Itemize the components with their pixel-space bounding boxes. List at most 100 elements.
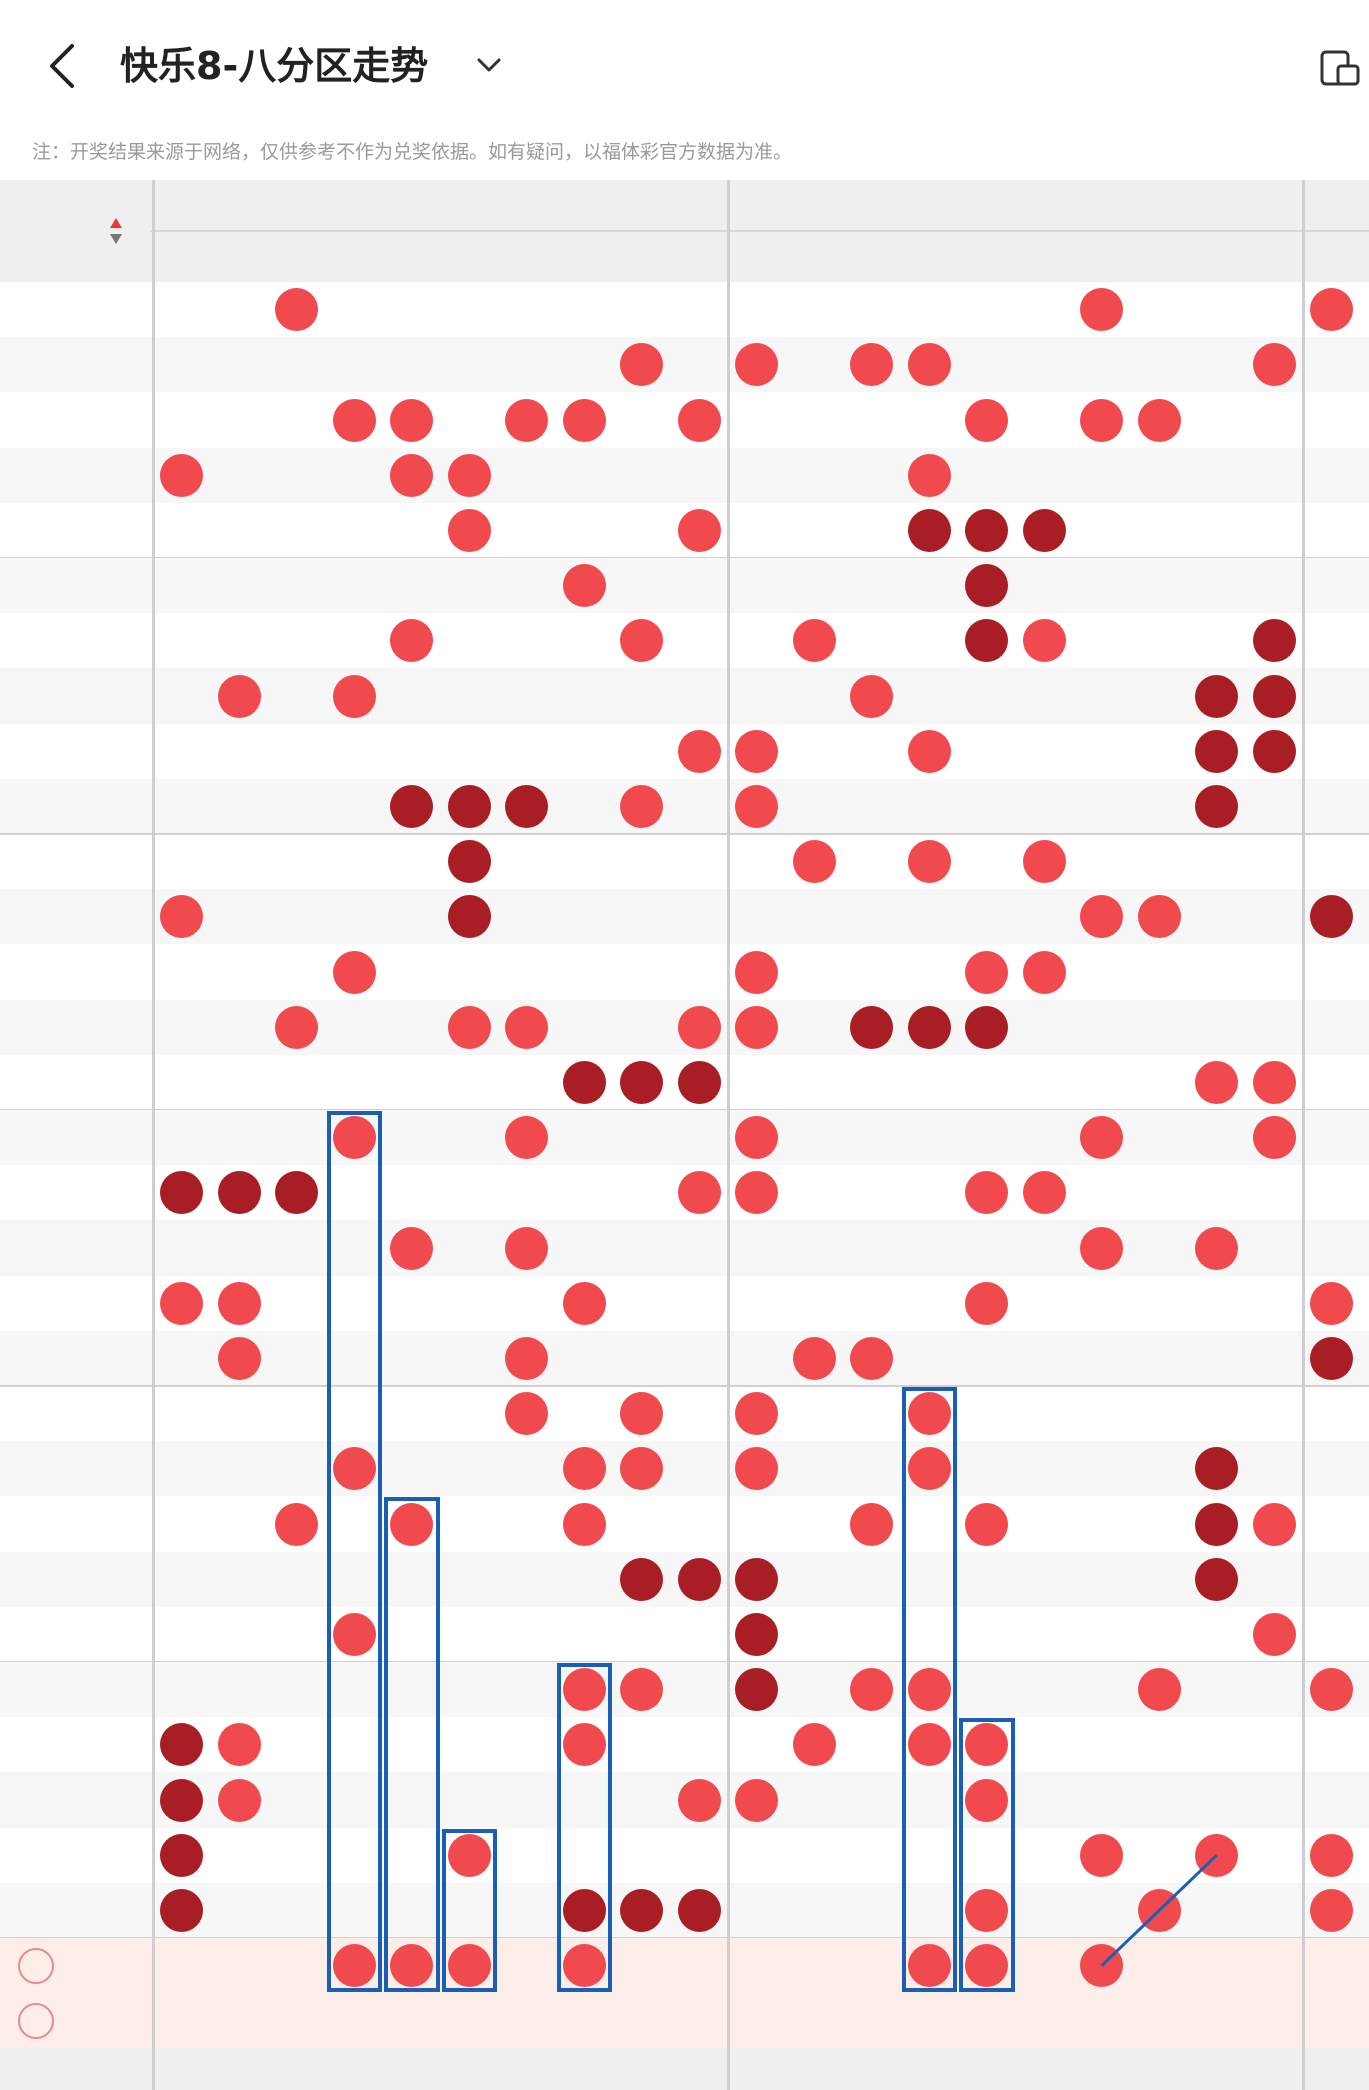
miss-count (153, 1331, 211, 1386)
select-number[interactable] (556, 1993, 614, 2048)
miss-count (1073, 1055, 1131, 1110)
miss-count (153, 1607, 211, 1662)
select-number[interactable] (498, 1993, 556, 2048)
number-ball (907, 1668, 951, 1712)
miss-count (843, 503, 901, 558)
number-ball (735, 1668, 779, 1712)
miss-count (268, 337, 326, 392)
select-number[interactable] (1016, 1993, 1074, 2048)
miss-count (1131, 1441, 1189, 1496)
select-number[interactable] (1188, 1993, 1246, 2048)
miss-count (1073, 1662, 1131, 1717)
column-header (958, 232, 1016, 282)
select-label (36, 1938, 146, 1993)
period-cell (0, 1220, 150, 1275)
miss-count (786, 1055, 844, 1110)
number-ball (850, 1336, 894, 1380)
select-number[interactable] (498, 1938, 556, 1993)
select-number[interactable] (1188, 1938, 1246, 1993)
select-number[interactable] (1016, 1938, 1074, 1993)
miss-count (901, 282, 959, 337)
select-number[interactable] (1303, 1938, 1361, 1993)
select-number[interactable] (1246, 1993, 1304, 2048)
select-number[interactable] (958, 1993, 1016, 2048)
column-header (671, 232, 729, 282)
selected-ball[interactable] (907, 1944, 951, 1988)
selected-ball[interactable] (562, 1944, 606, 1988)
sort-icon[interactable] (108, 214, 124, 248)
select-number[interactable] (1131, 1993, 1189, 2048)
zone-label-2 (728, 186, 1303, 226)
miss-count (786, 1220, 844, 1275)
select-number[interactable] (671, 1938, 729, 1993)
select-number[interactable] (728, 1938, 786, 1993)
miss-count (843, 1883, 901, 1938)
select-number[interactable] (843, 1993, 901, 2048)
miss-count (211, 1496, 269, 1551)
chevron-down-icon[interactable] (474, 50, 504, 80)
miss-count (1246, 1331, 1304, 1386)
layout-switch-icon[interactable] (1318, 46, 1362, 90)
select-number[interactable] (268, 1993, 326, 2048)
select-number[interactable] (326, 1993, 384, 2048)
miss-count (153, 613, 211, 668)
miss-count (1131, 558, 1189, 613)
miss-count (498, 889, 556, 944)
select-number[interactable] (901, 1993, 959, 2048)
miss-count (383, 944, 441, 999)
miss-count (268, 558, 326, 613)
select-number[interactable] (1246, 1938, 1304, 1993)
period-cell (0, 779, 150, 834)
select-number[interactable] (383, 1993, 441, 2048)
miss-count (498, 1772, 556, 1827)
period-cell (0, 889, 150, 944)
select-number[interactable] (613, 1993, 671, 2048)
select-number[interactable] (441, 1993, 499, 2048)
select-number[interactable] (211, 1993, 269, 2048)
selected-ball[interactable] (965, 1944, 1009, 1988)
select-number[interactable] (728, 1993, 786, 2048)
selected-ball[interactable] (332, 1944, 376, 1988)
number-ball (160, 1778, 204, 1822)
select-number[interactable] (153, 1938, 211, 1993)
miss-count (728, 613, 786, 668)
miss-count (153, 668, 211, 723)
miss-count (326, 1828, 384, 1883)
miss-count (1016, 1883, 1074, 1938)
select-number[interactable] (786, 1993, 844, 2048)
number-ball (390, 398, 434, 442)
miss-count (1246, 1662, 1304, 1717)
miss-count (901, 1496, 959, 1551)
zone-separator (1302, 180, 1305, 2090)
selected-ball[interactable] (447, 1944, 491, 1988)
miss-count (1188, 1110, 1246, 1165)
select-number[interactable] (153, 1993, 211, 2048)
miss-count (1303, 834, 1361, 889)
select-number[interactable] (613, 1938, 671, 1993)
miss-count (383, 1883, 441, 1938)
number-ball (965, 1888, 1009, 1932)
select-number[interactable] (268, 1938, 326, 1993)
period-cell (0, 558, 150, 613)
number-ball (1252, 1116, 1296, 1160)
number-ball (907, 508, 951, 552)
select-number[interactable] (786, 1938, 844, 1993)
select-number[interactable] (843, 1938, 901, 1993)
back-arrow-icon[interactable] (40, 38, 90, 94)
miss-count (843, 613, 901, 668)
miss-count (1246, 282, 1304, 337)
select-number[interactable] (671, 1993, 729, 2048)
miss-count (498, 1883, 556, 1938)
miss-count (383, 1331, 441, 1386)
select-radio[interactable] (18, 1948, 54, 1984)
miss-count (671, 613, 729, 668)
select-number[interactable] (1131, 1938, 1189, 1993)
select-number[interactable] (1303, 1993, 1361, 2048)
select-number[interactable] (211, 1938, 269, 1993)
miss-count (1016, 1772, 1074, 1827)
select-radio[interactable] (18, 2003, 54, 2040)
selected-ball[interactable] (390, 1944, 434, 1988)
miss-count (326, 1496, 384, 1551)
select-number[interactable] (1073, 1993, 1131, 2048)
miss-count (268, 1662, 326, 1717)
